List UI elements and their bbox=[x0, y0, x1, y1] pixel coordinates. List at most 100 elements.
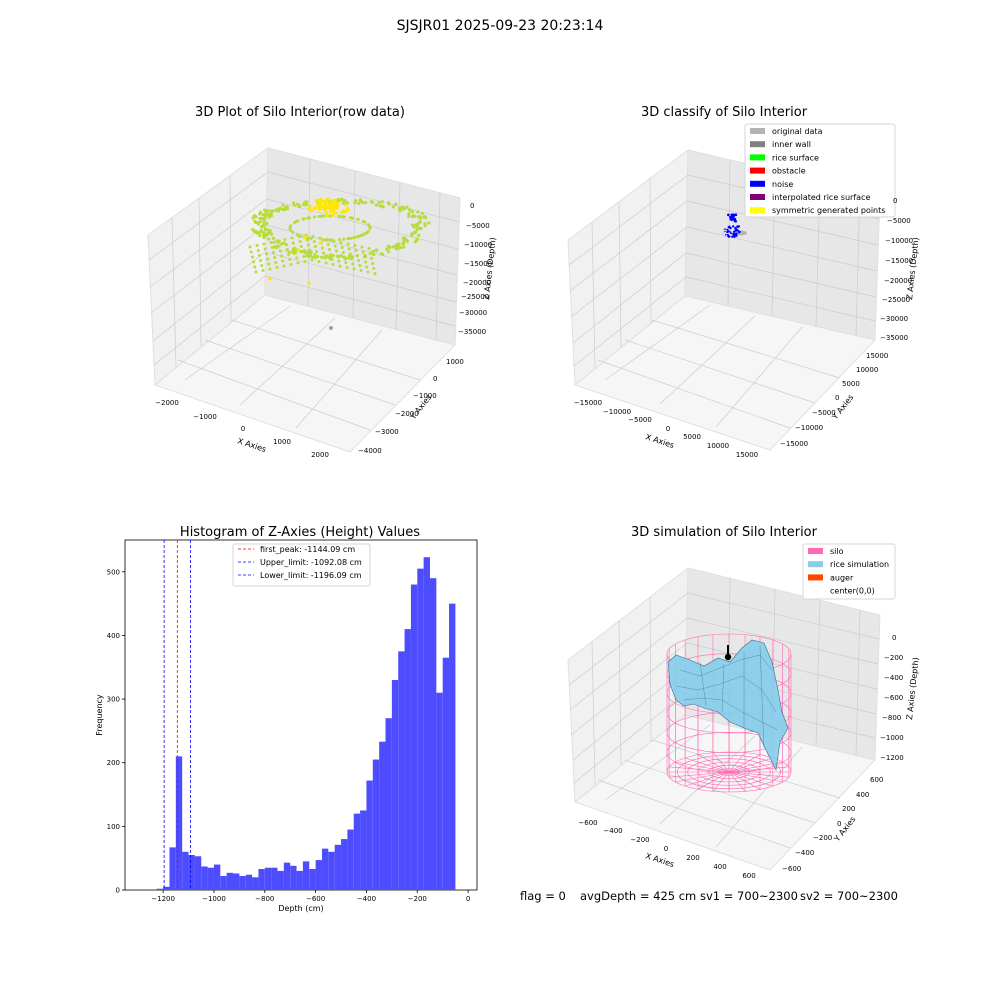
raw-point bbox=[276, 209, 280, 213]
classify-ytick: −15000 bbox=[780, 440, 808, 448]
raw-xlabel: X Axies bbox=[236, 436, 267, 454]
raw-point bbox=[340, 197, 344, 201]
raw-point bbox=[352, 236, 356, 240]
panel-simulation-axes bbox=[567, 566, 881, 871]
histogram-ylabel: Frequency bbox=[95, 694, 104, 736]
raw-point bbox=[343, 200, 347, 205]
raw-point bbox=[403, 236, 407, 240]
silo-mesh-line bbox=[712, 752, 730, 773]
classify-ztick: −10000 bbox=[885, 237, 913, 245]
raw-point bbox=[351, 216, 355, 220]
raw-point bbox=[263, 247, 267, 251]
raw-point bbox=[248, 245, 252, 249]
raw-point bbox=[283, 238, 287, 241]
raw-point bbox=[282, 264, 286, 268]
simulation-ztick: −1000 bbox=[880, 734, 904, 742]
raw-point bbox=[407, 212, 411, 216]
raw-point bbox=[325, 210, 329, 215]
raw-point bbox=[411, 210, 415, 214]
panel-classify-title: 3D classify of Silo Interior bbox=[641, 105, 808, 120]
classified-point bbox=[736, 229, 739, 232]
histogram-bar bbox=[347, 829, 354, 890]
silo-mesh-line bbox=[675, 771, 730, 783]
raw-point bbox=[262, 220, 266, 224]
raw-point bbox=[303, 235, 307, 239]
raw-point bbox=[292, 246, 296, 250]
raw-xtick: 2000 bbox=[311, 451, 329, 459]
histogram-bar bbox=[137, 889, 145, 890]
classified-point bbox=[734, 226, 737, 230]
raw-point bbox=[423, 224, 427, 228]
raw-point bbox=[379, 252, 383, 256]
raw-point bbox=[280, 254, 284, 258]
raw-point bbox=[314, 198, 318, 202]
silo-mesh-line bbox=[728, 771, 773, 787]
raw-point bbox=[278, 249, 282, 253]
raw-point bbox=[284, 243, 288, 246]
raw-point bbox=[291, 230, 295, 234]
classify-xtick: 5000 bbox=[683, 433, 701, 441]
histogram-bar bbox=[264, 867, 272, 890]
classified-point bbox=[738, 230, 741, 234]
raw-point bbox=[416, 210, 420, 214]
classified-point bbox=[727, 213, 730, 217]
histogram-bar bbox=[283, 862, 291, 890]
raw-point bbox=[374, 203, 378, 207]
histogram-x-tick-label: −200 bbox=[408, 895, 427, 903]
raw-point bbox=[407, 214, 411, 218]
raw-point bbox=[312, 240, 316, 243]
raw-point bbox=[321, 199, 325, 203]
raw-point bbox=[256, 249, 260, 252]
raw-point bbox=[317, 260, 321, 263]
legend-swatch bbox=[808, 561, 823, 568]
raw-point bbox=[296, 219, 300, 223]
raw-point bbox=[267, 262, 271, 266]
raw-point bbox=[269, 241, 273, 244]
histogram-bar bbox=[442, 657, 450, 890]
raw-point bbox=[329, 238, 333, 242]
silo-mesh-line bbox=[728, 752, 746, 773]
simulation-ytick: 200 bbox=[842, 805, 855, 813]
raw-ytick: −3000 bbox=[375, 428, 399, 436]
legend-label: auger bbox=[830, 573, 854, 582]
legend-swatch bbox=[750, 167, 765, 174]
legend-label: silo bbox=[830, 547, 844, 556]
histogram-bar bbox=[194, 856, 202, 890]
raw-point bbox=[285, 248, 289, 251]
classified-point bbox=[723, 229, 726, 232]
raw-point bbox=[309, 253, 313, 257]
histogram-xlabel: Depth (cm) bbox=[278, 904, 323, 913]
raw-point bbox=[266, 209, 271, 213]
histogram-x-tick-label: −600 bbox=[306, 895, 325, 903]
silo-mesh-line bbox=[728, 771, 761, 790]
raw-point bbox=[387, 202, 391, 206]
histogram-bar bbox=[353, 813, 361, 890]
classify-ytick: −5000 bbox=[812, 409, 836, 417]
raw-point bbox=[252, 260, 256, 264]
raw-point bbox=[317, 214, 321, 218]
histogram-bar bbox=[207, 867, 214, 890]
histogram-bar bbox=[271, 867, 278, 890]
raw-point bbox=[412, 231, 416, 235]
classify-xlabel: X Axies bbox=[644, 432, 675, 450]
silo-mesh-line bbox=[697, 771, 730, 790]
legend-label: center(0,0) bbox=[830, 587, 875, 596]
raw-point bbox=[363, 220, 367, 224]
classify-ytick: −10000 bbox=[795, 424, 823, 432]
simulation-xtick: −400 bbox=[603, 827, 622, 835]
raw-point-cloud bbox=[248, 197, 431, 330]
raw-xtick: −1000 bbox=[193, 413, 217, 421]
raw-point bbox=[411, 214, 416, 218]
raw-point bbox=[394, 202, 398, 206]
histogram-x-tick-label: −1000 bbox=[202, 895, 226, 903]
raw-point bbox=[257, 221, 261, 225]
histogram-bar bbox=[398, 651, 405, 890]
histogram-bar bbox=[417, 568, 424, 890]
histogram-bar bbox=[341, 839, 348, 890]
histogram-bar bbox=[182, 851, 189, 890]
classify-ztick: 0 bbox=[893, 197, 897, 205]
raw-point bbox=[398, 207, 402, 211]
raw-point bbox=[364, 260, 368, 264]
raw-point bbox=[369, 257, 373, 260]
raw-point bbox=[391, 245, 395, 249]
